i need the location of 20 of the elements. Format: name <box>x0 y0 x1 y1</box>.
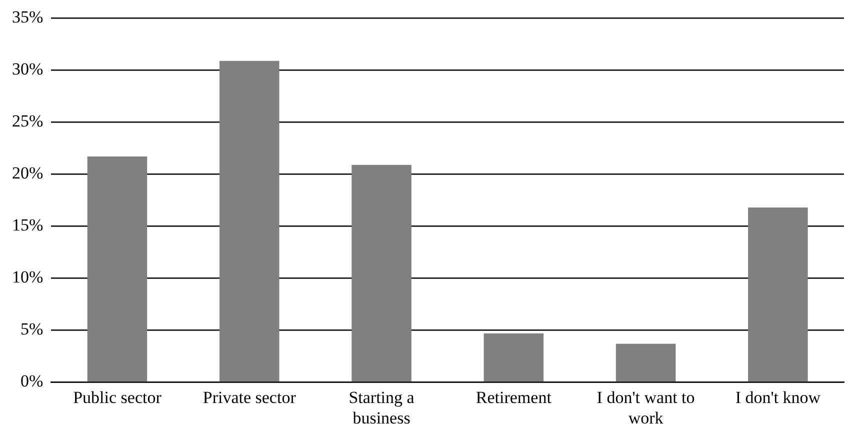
bar <box>616 344 676 382</box>
x-tick-label: Retirement <box>476 388 552 407</box>
bar <box>484 333 544 382</box>
y-tick-label: 15% <box>12 216 44 235</box>
y-tick-label: 35% <box>12 8 44 27</box>
y-tick-label: 0% <box>20 372 44 391</box>
y-tick-label: 10% <box>12 268 44 287</box>
x-tick-label: Starting a business <box>348 388 415 428</box>
x-tick-label: I don't know <box>735 388 822 407</box>
x-tick-label: I don't want to work <box>596 388 695 428</box>
bar <box>748 207 808 382</box>
x-tick-label: Public sector <box>73 388 162 407</box>
bar <box>352 164 412 382</box>
x-tick-label: Private sector <box>202 388 296 407</box>
bar <box>87 156 148 382</box>
y-tick-label: 30% <box>12 60 44 79</box>
y-tick-label: 5% <box>20 320 44 339</box>
y-tick-label: 20% <box>12 164 44 183</box>
y-tick-label: 25% <box>12 112 44 131</box>
bar <box>219 60 280 382</box>
